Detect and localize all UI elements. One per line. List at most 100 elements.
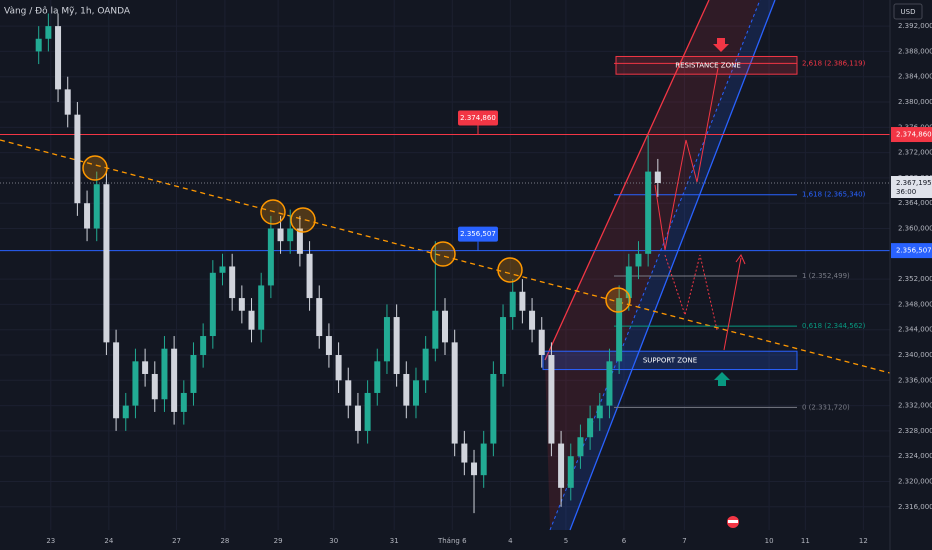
candle-body [64, 89, 71, 115]
touch-circle [290, 207, 316, 233]
x-tick-label: 27 [172, 537, 181, 545]
y-tick-label: 2.340,000 [898, 351, 932, 359]
candle-body [180, 392, 187, 412]
candle-body [345, 380, 352, 406]
x-tick-label: 5 [564, 537, 568, 545]
candle-body [412, 380, 419, 406]
candle-body [577, 437, 584, 457]
x-tick-label: 4 [508, 537, 513, 545]
price-label: 2.356,507 [460, 230, 496, 238]
candle-body [258, 285, 265, 330]
y-tick-label: 2.332,000 [898, 402, 932, 410]
channel-mid-line [549, 0, 761, 531]
y-tick-label: 2.380,000 [898, 98, 932, 106]
candle-body [248, 310, 255, 330]
candle-body [635, 253, 642, 267]
candle-body [422, 348, 429, 381]
fib-label: 1,618 (2.365,340) [802, 191, 866, 199]
countdown: 36:00 [896, 188, 916, 196]
candle-body [161, 348, 168, 400]
candle-body [238, 298, 245, 311]
candle-body [490, 373, 497, 444]
event-icon-band [728, 520, 738, 523]
y-tick-label: 2.372,000 [898, 149, 932, 157]
candle-body [103, 184, 110, 343]
candle-body [113, 342, 120, 419]
candle-body [500, 317, 507, 374]
y-tick-label: 2.392,000 [898, 22, 932, 30]
current-price-label: 2.367,195 [896, 179, 932, 187]
channel-fill-lower [550, 0, 775, 530]
candle-body [229, 266, 236, 299]
fib-label: 0 (2.331,720) [802, 403, 850, 411]
y-tick-label: 2.336,000 [898, 376, 932, 384]
candle-body [132, 361, 139, 406]
candle-body [529, 310, 536, 330]
candle-body [383, 317, 390, 362]
candle-body [587, 418, 594, 438]
candle-body [209, 272, 216, 337]
candle-body [122, 405, 129, 419]
candle-body [171, 348, 178, 412]
candle-body [267, 228, 274, 286]
y-tick-label: 2.324,000 [898, 452, 932, 460]
channel-lower-line [569, 0, 776, 531]
candle-body [190, 355, 197, 393]
touch-circle [430, 241, 456, 267]
candle-body [403, 373, 410, 406]
candle-body [606, 361, 613, 406]
price-axis [890, 0, 932, 550]
candle-body [471, 462, 478, 476]
axis: 2.392,000 2.388,000 2.384,000 2.380,000 2.37… [46, 22, 932, 545]
candle-body [567, 456, 574, 488]
x-tick-label: 31 [390, 537, 399, 545]
x-tick-label: Tháng 6 [437, 537, 467, 545]
candle-body [374, 361, 381, 393]
candle-body [296, 228, 303, 254]
candle-body [219, 266, 226, 273]
y-tick-label: 2.352,000 [898, 275, 932, 283]
candle-body [74, 114, 81, 204]
candle-body [480, 443, 487, 476]
x-tick-label: 23 [46, 537, 55, 545]
y-tick-label: 2.316,000 [898, 503, 932, 511]
candle-body [451, 342, 458, 444]
candle-body [45, 26, 52, 39]
candle-body [151, 373, 158, 400]
candle-body [548, 355, 555, 444]
chart-title: Vàng / Đô la Mỹ, 1h, OANDA [4, 6, 131, 17]
projection-arrow [723, 257, 742, 351]
current-price-box [891, 176, 932, 199]
price-label: 2.374,860 [460, 114, 496, 122]
candle-body [442, 310, 448, 343]
x-tick-label: 28 [220, 537, 229, 545]
x-tick-label: 30 [329, 537, 338, 545]
channel-upper-line [544, 0, 710, 361]
candle-body [335, 355, 342, 381]
candle-body [93, 184, 100, 229]
x-tick-label: 11 [801, 537, 810, 545]
candle-body [306, 253, 313, 299]
candle-body [84, 203, 91, 229]
y-tick-label: 2.388,000 [898, 47, 932, 55]
candle-body [277, 228, 284, 242]
trend-line [0, 139, 891, 374]
touch-circle [497, 257, 523, 283]
y-tick-label: 2.328,000 [898, 427, 932, 435]
price-label-box [458, 226, 498, 242]
candle-body [538, 329, 545, 356]
zone-label: SUPPORT ZONE [643, 356, 697, 364]
down-arrow-icon [713, 38, 729, 52]
candle-body [287, 228, 294, 242]
candle-body [364, 392, 371, 431]
candle-body [432, 310, 439, 349]
candle-body [354, 405, 361, 431]
candle-body [142, 361, 149, 374]
y-tick-label: 2.360,000 [898, 225, 932, 233]
candle-body [616, 298, 623, 362]
up-arrow-icon [714, 372, 730, 386]
touch-circle [605, 287, 631, 313]
